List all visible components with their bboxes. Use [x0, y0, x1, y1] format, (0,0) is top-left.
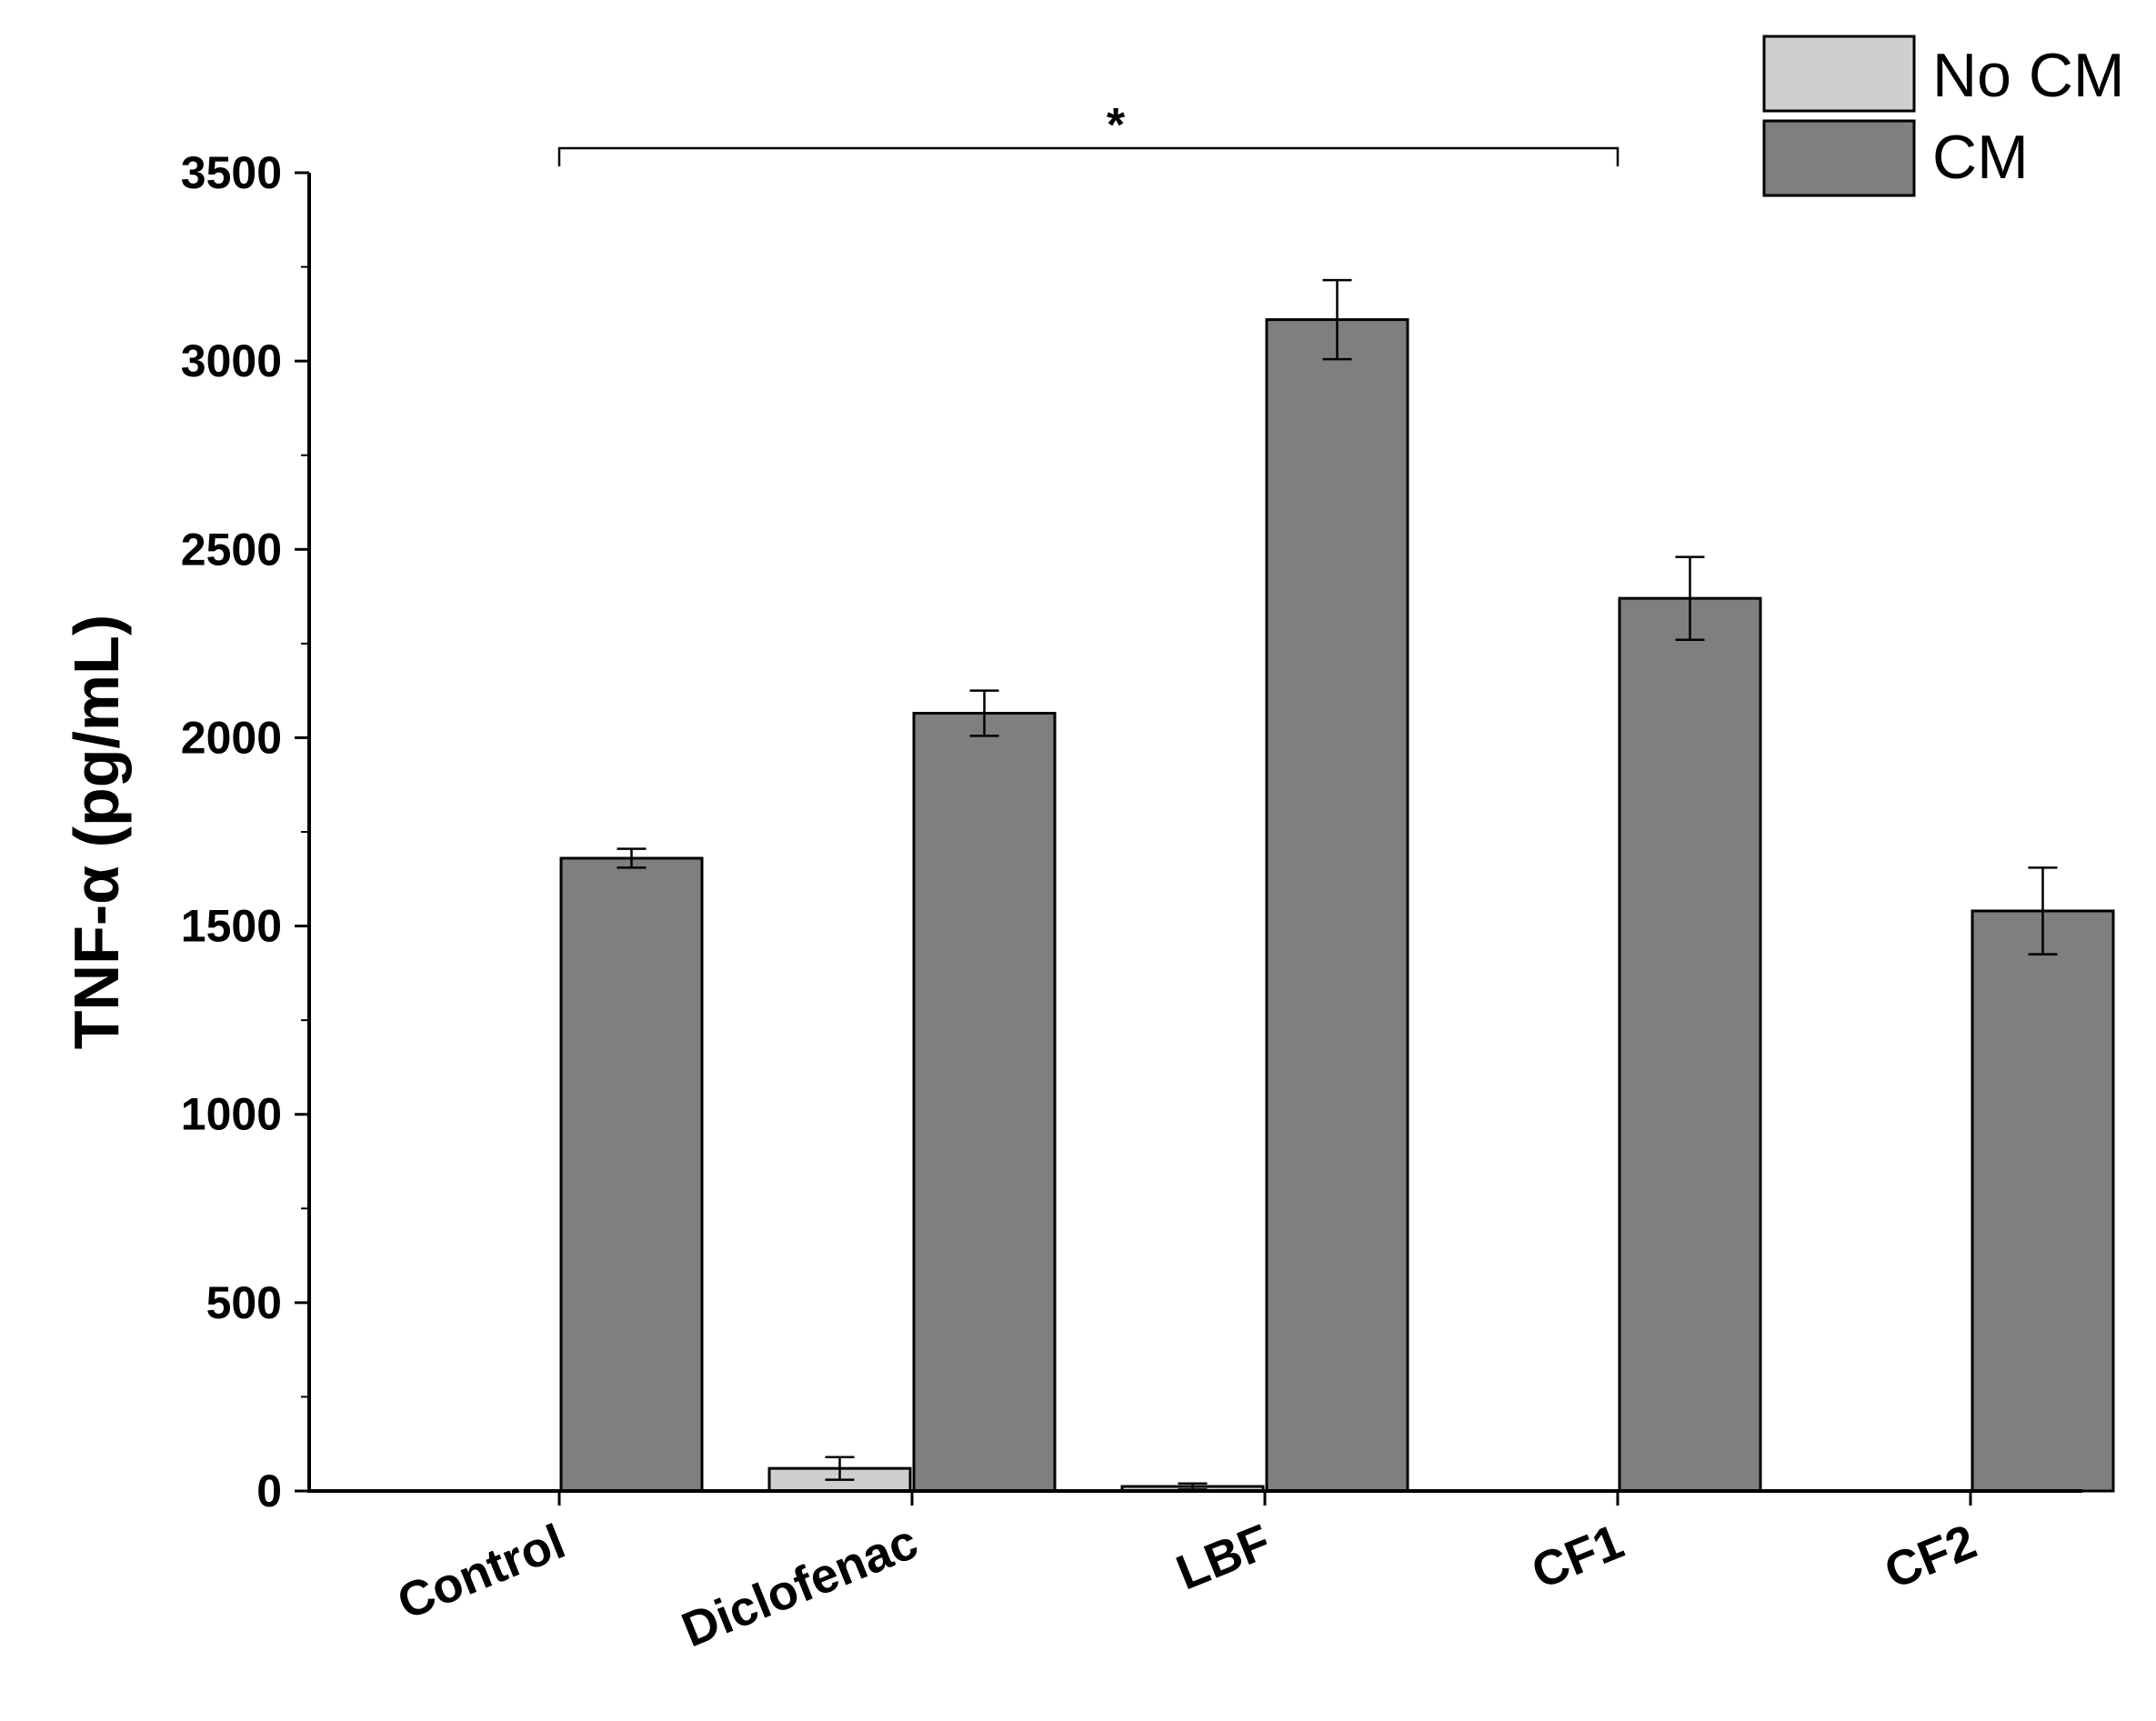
y-tick-label: 2500: [181, 524, 282, 575]
bar-cm-cf1: [1618, 596, 1762, 1493]
y-tick-label: 3500: [181, 147, 282, 198]
x-tick-label: CF1: [1524, 1514, 1630, 1599]
x-ticks-layer: Control Diclofenac LBF CF1 CF2: [390, 1491, 1983, 1657]
y-tick-label: 1000: [181, 1089, 282, 1140]
x-tick-label: CF2: [1877, 1514, 1983, 1599]
bar-cm-cf2: [1970, 909, 2115, 1493]
significance-star: *: [1107, 99, 1126, 152]
y-tick-label: 500: [206, 1277, 282, 1328]
legend-swatch-cm: [1762, 119, 1916, 197]
error-bar-cm-lbf: [1322, 278, 1352, 361]
significance-bracket: [557, 146, 1620, 166]
x-tick-label: Diclofenac: [675, 1514, 926, 1657]
bars-layer: [559, 318, 2115, 1493]
y-tick-label: 1500: [181, 901, 282, 952]
legend-label-cm: CM: [1932, 123, 2029, 192]
bar-cm-diclofenac: [912, 712, 1057, 1493]
y-ticks-layer: 0 500 1000 1500 2000 2500 3000 3500: [181, 147, 309, 1516]
y-tick-label: 3000: [181, 335, 282, 386]
x-tick-label: Control: [390, 1514, 572, 1630]
bar-cm-control: [559, 856, 704, 1493]
legend-label-no-cm: No CM: [1932, 41, 2125, 110]
legend-swatch-no-cm: [1762, 35, 1916, 113]
x-tick-label: LBF: [1169, 1514, 1279, 1600]
error-bar-cm-diclofenac: [969, 689, 999, 737]
error-bar-no-cm-diclofenac: [825, 1456, 855, 1481]
y-tick-label: 0: [256, 1466, 282, 1516]
y-tick-label: 2000: [181, 712, 282, 763]
bar-cm-lbf: [1265, 318, 1409, 1493]
y-axis-title: TNF-α (pg/mL): [61, 615, 132, 1049]
error-bar-cm-cf2: [2028, 866, 2058, 956]
significance-annotation: *: [557, 99, 1620, 166]
legend: No CM CM: [1762, 35, 2125, 197]
error-bar-cm-cf1: [1675, 555, 1705, 641]
error-bar-cm-control: [617, 847, 647, 869]
